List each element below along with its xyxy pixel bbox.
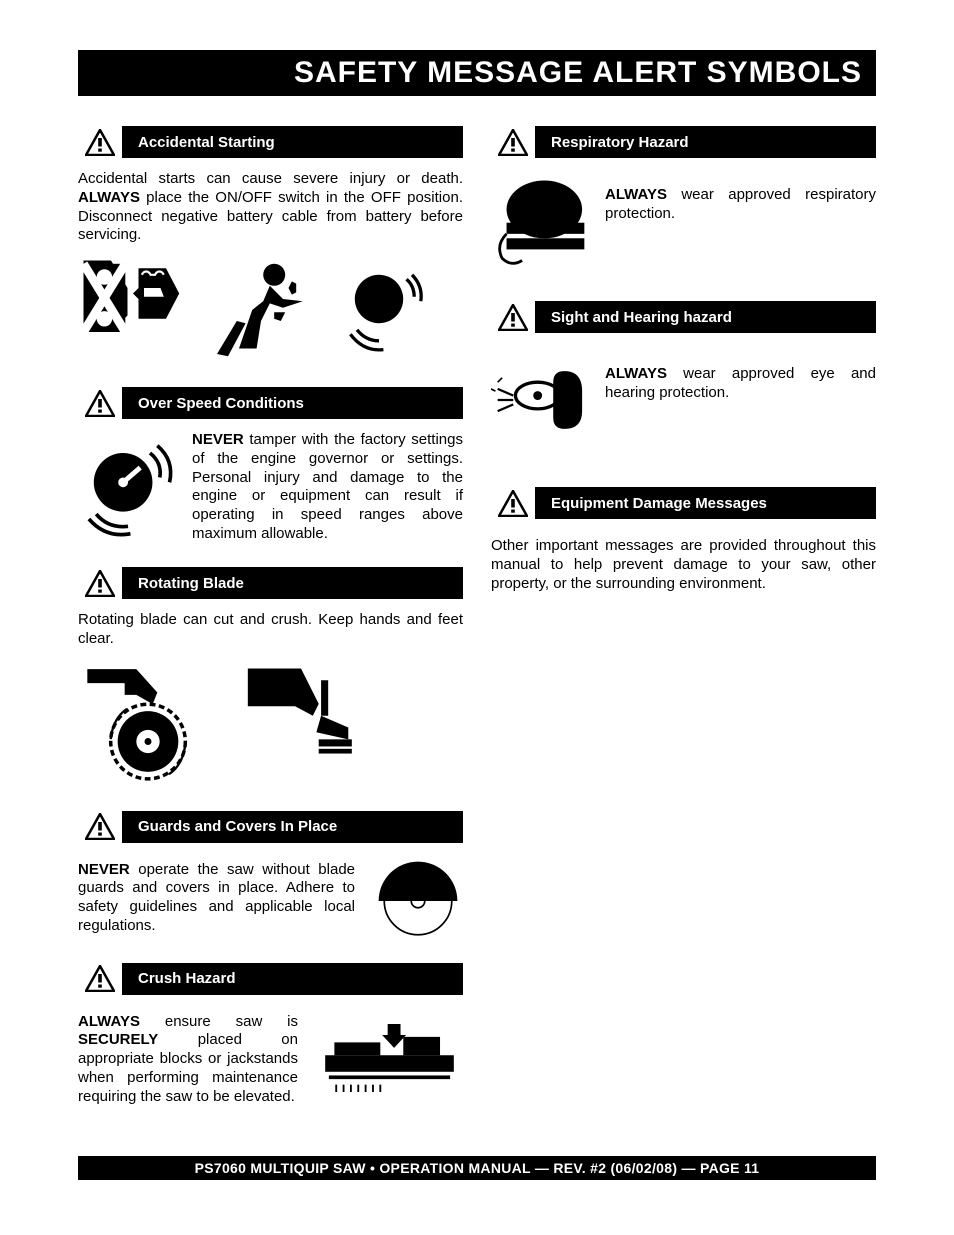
accidental-icons bbox=[78, 255, 463, 365]
hand-blade-icon bbox=[78, 659, 218, 789]
alert-triangle-icon bbox=[78, 811, 122, 843]
rotating-text: Rotating blade can cut and crush. Keep h… bbox=[78, 611, 463, 649]
crush-text: ALWAYS ensure saw is SECURELY placed on … bbox=[78, 1013, 298, 1107]
guards-content: NEVER operate the saw without blade guar… bbox=[78, 861, 463, 941]
section-crush: Crush Hazard ALWAYS ensure saw is SECURE… bbox=[78, 963, 463, 1107]
section-guards: Guards and Covers In Place NEVER operate… bbox=[78, 811, 463, 941]
alert-triangle-icon bbox=[491, 126, 535, 158]
section-equipdamage: Equipment Damage Messages Other importan… bbox=[491, 487, 876, 593]
respiratory-text: ALWAYS wear approved respiratory protect… bbox=[605, 186, 876, 224]
alert-triangle-icon bbox=[491, 487, 535, 519]
header-overspeed: Over Speed Conditions bbox=[78, 387, 463, 419]
crush-saw-icon bbox=[316, 1013, 463, 1103]
header-sighthearing: Sight and Hearing hazard bbox=[491, 301, 876, 333]
overspeed-icon bbox=[78, 431, 178, 545]
header-label: Guards and Covers In Place bbox=[122, 811, 463, 843]
person-thrown-icon bbox=[206, 255, 316, 365]
respirator-icon bbox=[491, 178, 591, 273]
accidental-text: Accidental starts can cause severe injur… bbox=[78, 170, 463, 245]
sighthearing-text: ALWAYS wear approved eye and hearing pro… bbox=[605, 365, 876, 403]
alert-triangle-icon bbox=[78, 387, 122, 419]
alert-triangle-icon bbox=[491, 301, 535, 333]
vibrating-engine-icon bbox=[334, 255, 424, 365]
alert-triangle-icon bbox=[78, 567, 122, 599]
crush-content: ALWAYS ensure saw is SECURELY placed on … bbox=[78, 1013, 463, 1107]
foot-blade-icon bbox=[236, 659, 366, 789]
header-guards: Guards and Covers In Place bbox=[78, 811, 463, 843]
overspeed-content: NEVER tamper with the factory settings o… bbox=[78, 431, 463, 545]
header-label: Rotating Blade bbox=[122, 567, 463, 599]
header-label: Crush Hazard bbox=[122, 963, 463, 995]
section-respiratory: Respiratory Hazard ALWAYS wear approved … bbox=[491, 126, 876, 273]
section-rotating: Rotating Blade Rotating blade can cut an… bbox=[78, 567, 463, 789]
page-title-bar: SAFETY MESSAGE ALERT SYMBOLS bbox=[78, 50, 876, 96]
alert-triangle-icon bbox=[78, 963, 122, 995]
header-label: Over Speed Conditions bbox=[122, 387, 463, 419]
header-label: Accidental Starting bbox=[122, 126, 463, 158]
section-overspeed: Over Speed Conditions NEVER tamper w bbox=[78, 387, 463, 545]
left-column: Accidental Starting Accidental starts ca… bbox=[78, 126, 463, 1128]
header-crush: Crush Hazard bbox=[78, 963, 463, 995]
equipdamage-text: Other important messages are provided th… bbox=[491, 537, 876, 593]
section-sighthearing: Sight and Hearing hazard ALWAYS wear app… bbox=[491, 301, 876, 445]
respiratory-content: ALWAYS wear approved respiratory protect… bbox=[491, 178, 876, 273]
alert-triangle-icon bbox=[78, 126, 122, 158]
rotating-icons bbox=[78, 659, 463, 789]
content-columns: Accidental Starting Accidental starts ca… bbox=[78, 126, 876, 1128]
header-equipdamage: Equipment Damage Messages bbox=[491, 487, 876, 519]
guards-text: NEVER operate the saw without blade guar… bbox=[78, 861, 355, 936]
sighthearing-content: ALWAYS wear approved eye and hearing pro… bbox=[491, 355, 876, 445]
header-label: Respiratory Hazard bbox=[535, 126, 876, 158]
section-accidental: Accidental Starting Accidental starts ca… bbox=[78, 126, 463, 365]
right-column: Respiratory Hazard ALWAYS wear approved … bbox=[491, 126, 876, 1128]
header-rotating: Rotating Blade bbox=[78, 567, 463, 599]
no-touch-icon bbox=[78, 255, 188, 365]
header-respiratory: Respiratory Hazard bbox=[491, 126, 876, 158]
page-title: SAFETY MESSAGE ALERT SYMBOLS bbox=[294, 56, 862, 89]
footer-text: PS7060 MULTIQUIP SAW • OPERATION MANUAL … bbox=[195, 1160, 760, 1176]
header-label: Sight and Hearing hazard bbox=[535, 301, 876, 333]
eye-ear-protection-icon bbox=[491, 355, 591, 445]
blade-guard-icon bbox=[373, 861, 463, 941]
header-label: Equipment Damage Messages bbox=[535, 487, 876, 519]
overspeed-text: NEVER tamper with the factory settings o… bbox=[192, 431, 463, 544]
header-accidental: Accidental Starting bbox=[78, 126, 463, 158]
page-footer: PS7060 MULTIQUIP SAW • OPERATION MANUAL … bbox=[78, 1156, 876, 1180]
